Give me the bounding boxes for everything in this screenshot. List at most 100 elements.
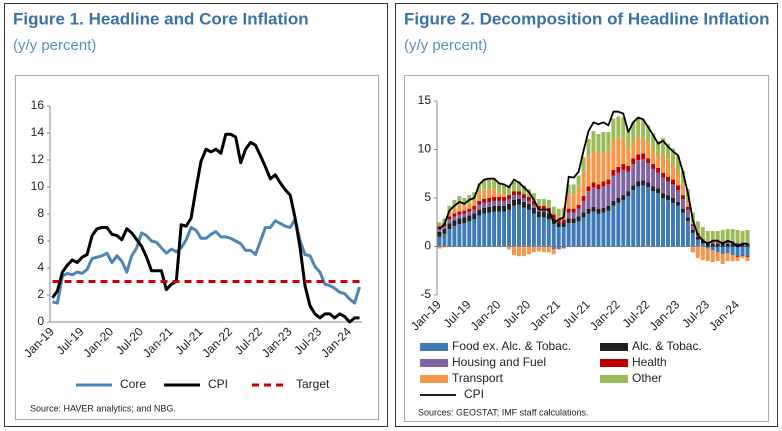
- bar: [477, 200, 482, 205]
- bar: [457, 218, 462, 225]
- bar: [447, 229, 452, 247]
- x-tick-label: Jan-19: [408, 297, 444, 333]
- bar: [730, 229, 735, 242]
- bar: [541, 211, 546, 218]
- bar: [690, 246, 695, 253]
- source: Sources: GEOSTAT; IMF staff calculations…: [418, 407, 589, 417]
- bar: [641, 119, 646, 138]
- bar: [730, 246, 735, 256]
- bar: [720, 254, 725, 264]
- bar: [631, 122, 636, 142]
- bar: [437, 236, 442, 247]
- bar: [487, 198, 492, 202]
- bar: [487, 212, 492, 247]
- bar: [685, 209, 690, 218]
- bar: [710, 241, 715, 243]
- bar: [740, 246, 745, 256]
- y-tick-label: 12: [31, 152, 45, 166]
- bar: [695, 239, 700, 247]
- bar: [526, 246, 531, 255]
- bar: [482, 189, 487, 199]
- bar: [482, 207, 487, 214]
- bar: [700, 246, 705, 261]
- bar: [437, 222, 442, 227]
- bar: [482, 213, 487, 247]
- bar: [666, 199, 671, 247]
- bar: [636, 136, 641, 155]
- bar: [516, 246, 521, 257]
- bar: [705, 246, 710, 249]
- bar: [596, 133, 601, 154]
- bar: [477, 215, 482, 247]
- bar: [675, 201, 680, 206]
- bar: [740, 230, 745, 243]
- bar: [611, 169, 616, 176]
- bar: [551, 224, 556, 247]
- bar: [651, 168, 656, 187]
- bar: [661, 193, 666, 198]
- bar: [487, 178, 492, 190]
- x-tick-label: Jan-20: [80, 324, 116, 360]
- bar: [452, 220, 457, 227]
- y-tick-label: 14: [31, 125, 45, 139]
- legend-swatch: [420, 343, 448, 351]
- bar: [536, 246, 541, 252]
- bar: [482, 179, 487, 190]
- bar: [462, 210, 467, 214]
- bar: [452, 216, 457, 221]
- bar: [730, 255, 735, 262]
- plot-frame: [404, 75, 769, 422]
- bar: [666, 143, 671, 160]
- bar: [462, 223, 467, 247]
- bar: [531, 213, 536, 247]
- legend-label: Other: [632, 371, 662, 385]
- bar: [616, 202, 621, 247]
- bar: [512, 195, 516, 200]
- bar: [705, 243, 710, 247]
- y-tick-label: 4: [37, 260, 44, 274]
- panel-frame: [395, 3, 778, 427]
- bar: [715, 243, 720, 247]
- bar: [467, 211, 472, 216]
- bar: [700, 243, 705, 247]
- bar: [497, 192, 502, 198]
- bar: [452, 226, 457, 247]
- bar: [745, 230, 750, 243]
- bar: [606, 132, 611, 152]
- bar: [656, 140, 661, 157]
- bar: [685, 206, 690, 210]
- bar: [690, 226, 695, 231]
- bar: [651, 133, 656, 150]
- bar: [576, 204, 581, 209]
- bar: [492, 211, 497, 247]
- bar: [715, 252, 720, 262]
- bar: [536, 209, 541, 212]
- bar: [735, 243, 740, 247]
- y-tick-label: 15: [418, 93, 432, 107]
- source: Source: HAVER analytics; and NBG.: [30, 403, 176, 413]
- bar: [462, 213, 467, 218]
- bar: [551, 249, 556, 255]
- bar: [492, 200, 497, 206]
- bar: [541, 198, 546, 206]
- bar: [561, 227, 566, 247]
- legend-label: Transport: [452, 371, 504, 385]
- bar: [735, 230, 740, 243]
- bar: [546, 213, 551, 220]
- bar: [571, 212, 576, 219]
- bar: [641, 137, 646, 154]
- bar: [457, 224, 462, 247]
- bar: [671, 179, 675, 185]
- bar: [452, 207, 457, 214]
- bar: [516, 198, 521, 205]
- bar: [571, 184, 576, 195]
- bar: [541, 205, 546, 210]
- bar: [745, 256, 750, 258]
- bar: [601, 152, 606, 182]
- bar: [457, 204, 462, 212]
- bar: [666, 159, 671, 177]
- bar: [646, 142, 651, 159]
- bar: [556, 208, 561, 217]
- bar: [467, 208, 472, 212]
- bar: [586, 191, 591, 209]
